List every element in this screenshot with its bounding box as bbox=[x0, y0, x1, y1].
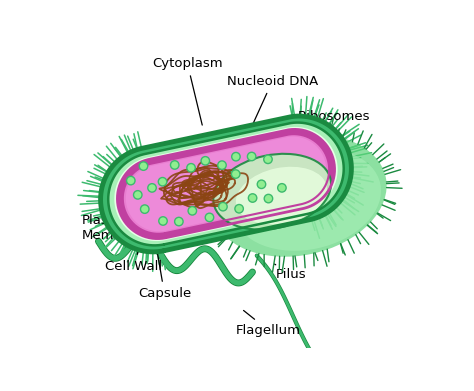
Circle shape bbox=[257, 180, 266, 188]
Ellipse shape bbox=[233, 148, 381, 251]
Circle shape bbox=[134, 191, 142, 199]
Circle shape bbox=[188, 206, 197, 215]
Text: Pilus: Pilus bbox=[274, 264, 307, 281]
Circle shape bbox=[235, 204, 243, 213]
Circle shape bbox=[148, 184, 156, 192]
Circle shape bbox=[264, 155, 272, 163]
Polygon shape bbox=[114, 127, 337, 241]
Ellipse shape bbox=[213, 154, 331, 230]
Text: Nucleoid DNA: Nucleoid DNA bbox=[227, 75, 318, 164]
Polygon shape bbox=[118, 129, 335, 239]
Circle shape bbox=[187, 163, 195, 172]
Circle shape bbox=[219, 203, 227, 211]
Polygon shape bbox=[108, 122, 344, 246]
Circle shape bbox=[278, 184, 286, 192]
Circle shape bbox=[247, 152, 256, 161]
Circle shape bbox=[171, 161, 179, 169]
Circle shape bbox=[139, 162, 148, 170]
Circle shape bbox=[174, 217, 183, 226]
Text: Flagellum: Flagellum bbox=[236, 310, 301, 337]
Circle shape bbox=[231, 170, 240, 178]
Circle shape bbox=[248, 194, 257, 202]
Text: Ribosomes: Ribosomes bbox=[278, 110, 370, 161]
Text: Cytoplasm: Cytoplasm bbox=[152, 57, 223, 125]
Circle shape bbox=[140, 205, 149, 213]
Circle shape bbox=[158, 178, 167, 186]
Circle shape bbox=[201, 156, 210, 165]
Polygon shape bbox=[123, 134, 329, 234]
Circle shape bbox=[159, 217, 167, 225]
Text: Cell Wall: Cell Wall bbox=[105, 231, 162, 273]
Polygon shape bbox=[126, 136, 326, 231]
Text: Plasma
Membrane: Plasma Membrane bbox=[82, 200, 154, 242]
Polygon shape bbox=[100, 116, 351, 252]
Ellipse shape bbox=[211, 135, 387, 257]
Ellipse shape bbox=[236, 167, 327, 224]
Circle shape bbox=[205, 213, 214, 222]
Circle shape bbox=[127, 176, 135, 185]
Circle shape bbox=[264, 194, 273, 203]
Circle shape bbox=[232, 152, 240, 161]
Text: Capsule: Capsule bbox=[138, 251, 191, 300]
Circle shape bbox=[218, 161, 226, 169]
